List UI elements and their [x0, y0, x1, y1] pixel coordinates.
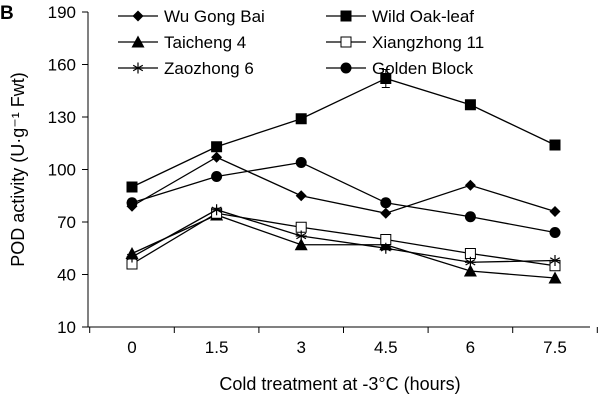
y-tick-label: 10 — [57, 318, 76, 337]
data-point — [126, 181, 138, 193]
legend: Wu Gong Bai Wild Oak-leaf Taicheng 4 Xiangz… — [118, 7, 484, 78]
data-point — [463, 264, 477, 277]
legend-label: Golden Block — [372, 59, 474, 78]
data-point — [126, 251, 138, 263]
series-line — [131, 214, 556, 279]
legend-label: Wild Oak-leaf — [372, 7, 474, 26]
y-axis-label: POD activity (U·g⁻¹ Fwt) — [8, 72, 28, 267]
legend-entry: Golden Block — [326, 59, 474, 78]
series-wu-gong-bai — [126, 151, 561, 219]
series-line — [131, 156, 556, 214]
legend-entry: Zaozhong 6 — [118, 59, 254, 78]
data-point — [549, 227, 561, 238]
data-point — [380, 197, 392, 209]
series-zaozhong-6 — [126, 204, 561, 268]
data-point — [548, 271, 562, 284]
x-tick-label: 0 — [127, 338, 136, 357]
y-axis-label-group: POD activity (U·g⁻¹ Fwt) — [8, 72, 28, 267]
legend-label: Xiangzhong 11 — [372, 33, 484, 52]
data-point — [464, 211, 476, 223]
x-tick-label: 1.5 — [205, 338, 229, 357]
legend-marker — [340, 36, 352, 48]
series-taicheng-4 — [125, 208, 562, 284]
data-point — [295, 157, 307, 168]
data-point — [464, 99, 476, 111]
legend-label: Zaozhong 6 — [164, 59, 254, 78]
legend-marker — [340, 62, 352, 74]
legend-entry: Wild Oak-leaf — [326, 7, 474, 26]
panel-label: B — [0, 3, 14, 24]
data-point — [211, 204, 223, 216]
legend-marker — [132, 62, 144, 74]
y-tick-label: 190 — [48, 3, 76, 22]
y-tick-label: 130 — [48, 108, 76, 127]
data-point — [126, 197, 138, 209]
y-tick-label: 160 — [48, 56, 76, 75]
legend-entry: Xiangzhong 11 — [326, 33, 484, 52]
legend-label: Taicheng 4 — [164, 33, 246, 52]
data-point — [211, 171, 223, 182]
x-tick-label: 3 — [296, 338, 305, 357]
y-tick-label: 40 — [57, 266, 76, 285]
data-point — [549, 255, 561, 266]
data-point — [464, 256, 476, 268]
data-point — [295, 190, 307, 202]
legend-label: Wu Gong Bai — [164, 7, 265, 26]
series-line — [131, 161, 556, 234]
x-tick-label: 4.5 — [374, 338, 398, 357]
series-wild-oak-leaf — [126, 69, 561, 193]
data-point — [295, 113, 307, 125]
legend-entry: Taicheng 4 — [118, 33, 246, 52]
x-axis-label: Cold treatment at -3°C (hours) — [219, 374, 460, 394]
data-point — [211, 151, 223, 163]
legend-marker — [340, 10, 352, 22]
y-tick-label: 100 — [48, 161, 76, 180]
data-point — [549, 139, 561, 151]
series-line — [131, 209, 556, 263]
x-tick-label: 7.5 — [543, 338, 567, 357]
axes: 10 40 70 100 130 160 190 0 1.5 3 4.5 6 7.5 — [48, 3, 598, 357]
series-line — [131, 77, 556, 188]
series-line — [131, 212, 556, 267]
data-point — [380, 242, 392, 254]
data-point — [294, 238, 308, 251]
x-tick-label: 6 — [466, 338, 475, 357]
legend-marker — [131, 35, 145, 48]
data-point — [464, 179, 476, 191]
data-point — [549, 206, 561, 217]
data-point — [295, 230, 307, 242]
series-golden-block — [126, 157, 561, 238]
series-layer — [125, 69, 562, 284]
legend-marker — [132, 10, 144, 22]
data-point — [380, 73, 392, 84]
data-point — [211, 141, 223, 153]
data-point — [380, 207, 392, 219]
legend-entry: Wu Gong Bai — [118, 7, 265, 26]
y-tick-label: 70 — [57, 213, 76, 232]
